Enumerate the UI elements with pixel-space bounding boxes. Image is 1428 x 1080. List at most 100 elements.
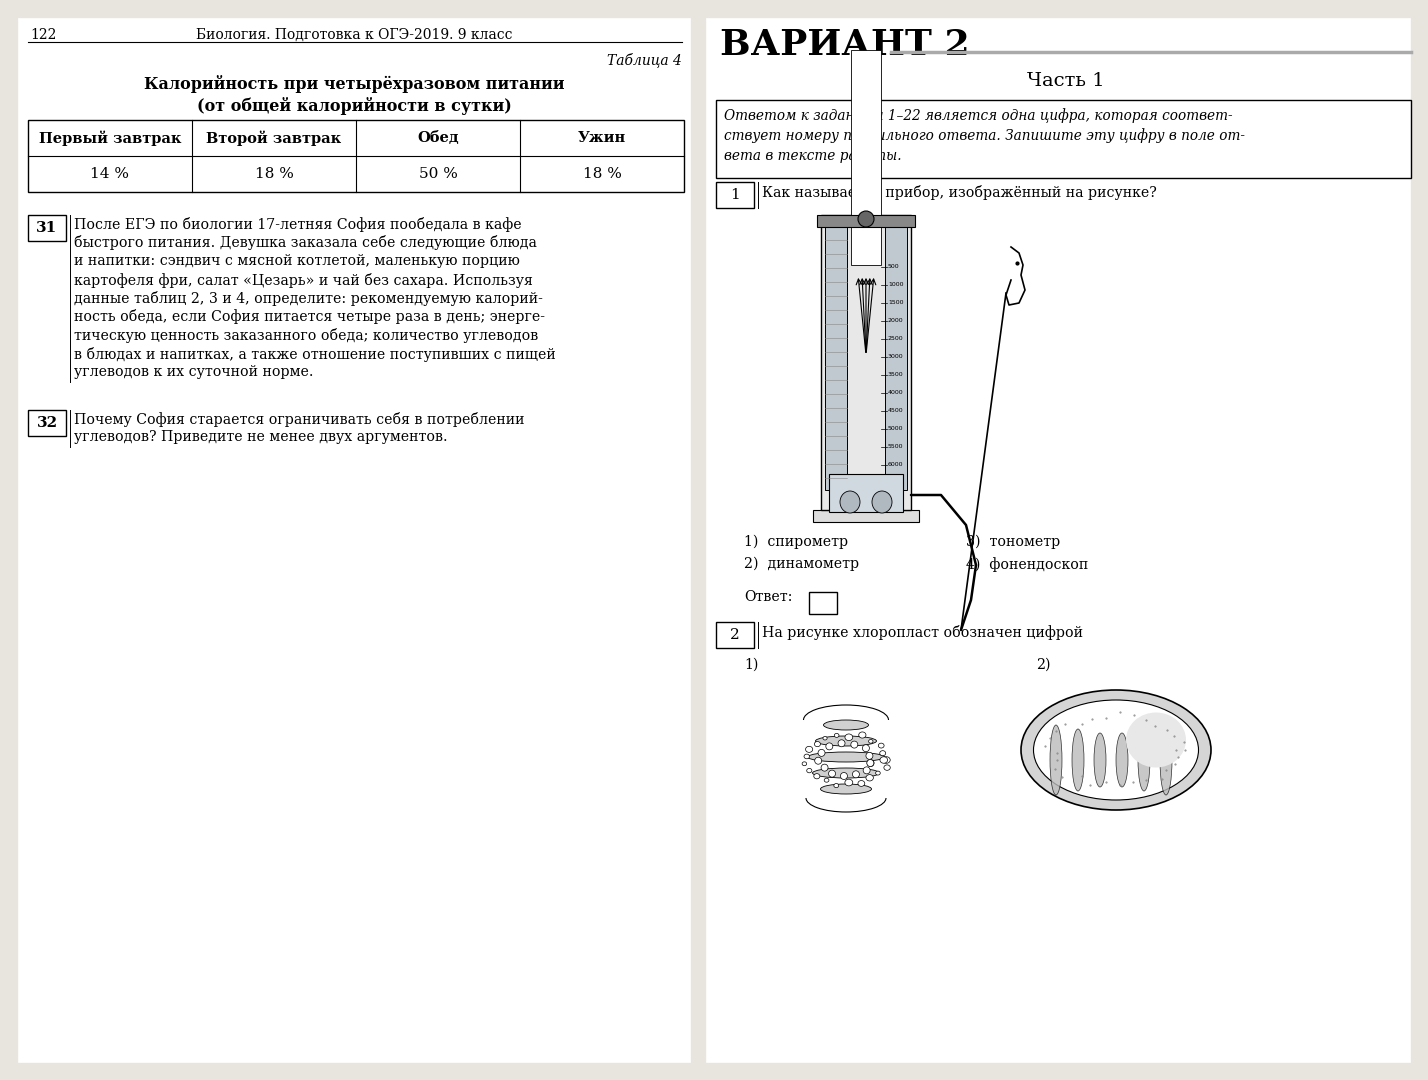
Text: 5500: 5500 (888, 445, 904, 449)
Text: углеводов? Приведите не менее двух аргументов.: углеводов? Приведите не менее двух аргум… (74, 431, 447, 445)
Text: 6000: 6000 (888, 462, 904, 468)
Ellipse shape (878, 743, 884, 748)
Circle shape (818, 750, 825, 756)
Text: 1500: 1500 (888, 300, 904, 306)
Circle shape (851, 741, 858, 748)
Text: 4000: 4000 (888, 391, 904, 395)
Text: Второй завтрак: Второй завтрак (207, 131, 341, 146)
Text: 2): 2) (1035, 658, 1051, 672)
Ellipse shape (1117, 733, 1128, 787)
Ellipse shape (858, 732, 865, 738)
Text: На рисунке хлоропласт обозначен цифрой: На рисунке хлоропласт обозначен цифрой (763, 625, 1082, 640)
Text: 5000: 5000 (888, 427, 904, 432)
Text: 500: 500 (888, 265, 900, 270)
Ellipse shape (1050, 725, 1062, 795)
Bar (19, 18, 690, 1062)
Text: вета в тексте работы.: вета в тексте работы. (724, 148, 901, 163)
Ellipse shape (834, 783, 838, 787)
Bar (830, 474, 902, 512)
Text: 122: 122 (30, 28, 56, 42)
Text: ность обеда, если София питается четыре раза в день; энерге-: ность обеда, если София питается четыре … (74, 310, 545, 324)
Ellipse shape (824, 779, 828, 782)
Text: 3)  тонометр: 3) тонометр (965, 535, 1060, 550)
Ellipse shape (868, 740, 873, 743)
Ellipse shape (883, 757, 890, 764)
Ellipse shape (845, 779, 853, 786)
Text: 1: 1 (730, 188, 740, 202)
Bar (825, 225, 847, 490)
Text: 2: 2 (730, 627, 740, 642)
Ellipse shape (1160, 725, 1172, 795)
Circle shape (853, 771, 860, 778)
Circle shape (865, 753, 873, 759)
Circle shape (825, 743, 833, 750)
Text: 18 %: 18 % (583, 167, 621, 181)
Bar (29, 120, 684, 192)
Ellipse shape (823, 737, 827, 740)
Text: в блюдах и напитках, а также отношение поступивших с пищей: в блюдах и напитках, а также отношение п… (74, 347, 555, 362)
Bar (29, 410, 66, 436)
Text: 2)  динамометр: 2) динамометр (744, 557, 860, 571)
Text: После ЕГЭ по биологии 17-летняя София пообедала в кафе: После ЕГЭ по биологии 17-летняя София по… (74, 217, 521, 232)
Text: 50 %: 50 % (418, 167, 457, 181)
Ellipse shape (805, 746, 813, 753)
Ellipse shape (875, 771, 880, 775)
Text: (от общей калорийности в сутки): (от общей калорийности в сутки) (197, 97, 511, 114)
Ellipse shape (814, 742, 821, 746)
Circle shape (838, 740, 845, 746)
Bar (715, 622, 754, 648)
Text: Ужин: Ужин (578, 131, 625, 145)
Ellipse shape (821, 784, 871, 794)
Bar (851, 50, 881, 265)
Text: 4500: 4500 (888, 408, 904, 414)
Ellipse shape (803, 761, 807, 766)
Text: 3000: 3000 (888, 354, 904, 360)
Circle shape (863, 745, 870, 752)
Ellipse shape (1127, 713, 1187, 768)
Circle shape (828, 770, 835, 778)
Text: Таблица 4: Таблица 4 (607, 52, 683, 67)
Ellipse shape (873, 491, 892, 513)
Text: 1)  спирометр: 1) спирометр (744, 535, 848, 550)
Text: Ответом к заданиям 1–22 является одна цифра, которая соответ-: Ответом к заданиям 1–22 является одна ци… (724, 108, 1232, 123)
Ellipse shape (880, 751, 885, 756)
Bar (715, 100, 1411, 178)
Circle shape (867, 759, 874, 767)
Text: углеводов к их суточной норме.: углеводов к их суточной норме. (74, 365, 314, 379)
Ellipse shape (1138, 729, 1150, 791)
Text: ствует номеру правильного ответа. Запишите эту цифру в поле от-: ствует номеру правильного ответа. Запиши… (724, 129, 1245, 143)
Ellipse shape (858, 781, 865, 786)
Ellipse shape (814, 773, 820, 779)
Ellipse shape (815, 735, 877, 746)
Text: Биология. Подготовка к ОГЭ-2019. 9 класс: Биология. Подготовка к ОГЭ-2019. 9 класс (196, 28, 513, 42)
Text: быстрого питания. Девушка заказала себе следующие блюда: быстрого питания. Девушка заказала себе … (74, 235, 537, 251)
Circle shape (821, 765, 828, 771)
Circle shape (815, 757, 821, 765)
Ellipse shape (1034, 700, 1198, 800)
Ellipse shape (880, 757, 888, 764)
Bar (29, 215, 66, 241)
Text: данные таблиц 2, 3 и 4, определите: рекомендуемую калорий-: данные таблиц 2, 3 и 4, определите: реко… (74, 291, 543, 306)
Text: 1): 1) (744, 658, 758, 672)
Text: 3500: 3500 (888, 373, 904, 378)
Ellipse shape (1021, 690, 1211, 810)
Bar (885, 225, 907, 490)
Text: 18 %: 18 % (254, 167, 293, 181)
Text: 2000: 2000 (888, 319, 904, 324)
Bar (817, 215, 915, 227)
Ellipse shape (824, 720, 868, 730)
Ellipse shape (804, 754, 810, 759)
Text: Почему София старается ограничивать себя в потреблении: Почему София старается ограничивать себя… (74, 411, 524, 427)
Text: 1000: 1000 (888, 283, 904, 287)
Circle shape (858, 211, 874, 227)
Text: Обед: Обед (417, 131, 458, 145)
Text: 31: 31 (36, 221, 57, 235)
Text: тическую ценность заказанного обеда; количество углеводов: тическую ценность заказанного обеда; кол… (74, 328, 538, 343)
Bar (705, 18, 1409, 1062)
Ellipse shape (845, 734, 853, 741)
Text: картофеля фри, салат «Цезарь» и чай без сахара. Используя: картофеля фри, салат «Цезарь» и чай без … (74, 272, 533, 287)
Ellipse shape (840, 491, 860, 513)
Circle shape (867, 759, 874, 767)
Text: 32: 32 (37, 416, 57, 430)
Text: Калорийность при четырёхразовом питании: Калорийность при четырёхразовом питании (144, 75, 564, 93)
